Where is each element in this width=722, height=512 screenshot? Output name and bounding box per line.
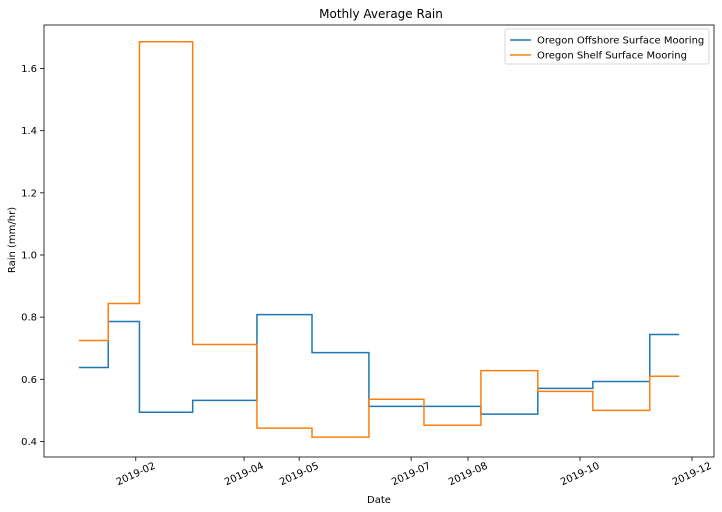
y-tick-label: 1.4 [21, 126, 37, 137]
x-tick-label: 2019-04 [223, 461, 266, 489]
y-tick-label: 0.4 [21, 437, 37, 448]
y-tick-label: 1.0 [21, 250, 37, 261]
x-tick-label: 2019-02 [115, 461, 158, 489]
y-tick-label: 0.6 [21, 375, 37, 386]
plot-area: 0.4 0.6 0.8 1.0 1.2 1.4 1.6 2019-02 2019-04 2019-… [21, 24, 715, 489]
legend: Oregon Offshore Surface Mooring Oregon Sh… [504, 28, 710, 65]
series-line-2 [78, 41, 680, 438]
x-axis-label: Date [367, 495, 391, 506]
y-tick-label: 1.2 [21, 188, 37, 199]
y-axis-label: Rain (mm/hr) [7, 207, 18, 273]
y-tick-label: 1.6 [21, 64, 37, 75]
chart-title: Mothly Average Rain [319, 7, 443, 21]
plot-frame [43, 24, 715, 458]
x-tick-label: 2019-07 [390, 461, 433, 489]
x-tick-label: 2019-10 [559, 461, 602, 489]
y-tick-label: 0.8 [21, 313, 37, 324]
x-tick-label: 2019-08 [447, 461, 490, 489]
series-line-1 [78, 313, 680, 415]
legend-label-1: Oregon Offshore Surface Mooring [537, 36, 704, 47]
x-tick-label: 2019-05 [278, 461, 321, 489]
legend-label-2: Oregon Shelf Surface Mooring [537, 51, 687, 62]
legend-box [504, 28, 710, 65]
x-tick-label: 2019-12 [671, 461, 714, 489]
